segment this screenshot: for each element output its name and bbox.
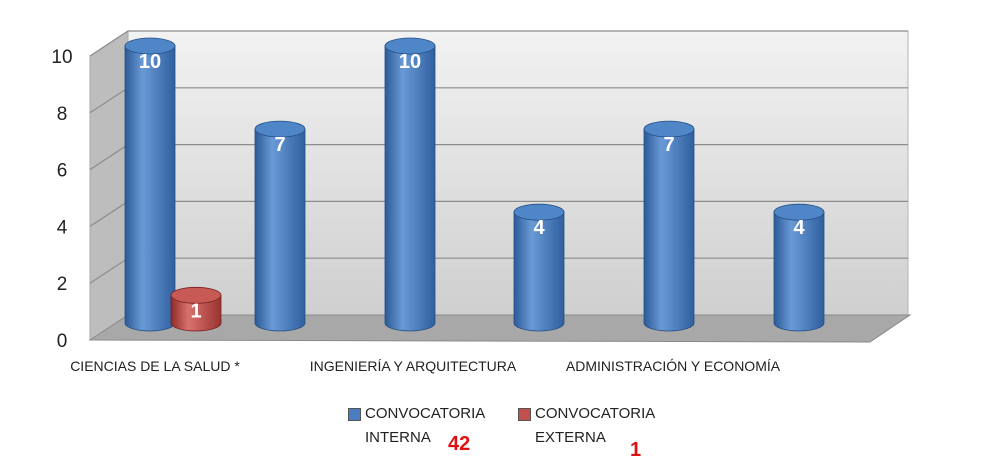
gridline — [89, 30, 908, 57]
bar-interna: 4 — [773, 203, 825, 332]
x-category-label: ADMINISTRACIÓN Y ECONOMÍA — [566, 358, 781, 374]
bar-top — [170, 286, 222, 304]
x-category-label: CIENCIAS DE LA SALUD * — [70, 358, 240, 374]
legend-label-externa-line1: CONVOCATORIA — [535, 405, 656, 422]
legend-total-externa: 1 — [630, 439, 642, 461]
bar-interna: 7 — [643, 120, 695, 332]
bar-top — [773, 203, 825, 221]
bar-top — [124, 37, 176, 55]
bar-body — [773, 211, 825, 332]
x-category-label: INGENIERÍA Y ARQUITECTURA — [310, 358, 517, 374]
data-label: 4 — [533, 217, 545, 239]
bar-body — [170, 294, 222, 332]
bar-interna: 4 — [513, 203, 565, 332]
legend-label-externa-line2: EXTERNA — [535, 429, 606, 446]
bar-interna: 10 — [384, 37, 436, 332]
bar-body — [513, 211, 565, 332]
bar-top — [643, 120, 695, 138]
bar-body — [124, 45, 176, 332]
data-label: 10 — [139, 51, 161, 73]
y-tick-label: 6 — [57, 161, 68, 182]
bar-top — [384, 37, 436, 55]
bar-top — [254, 120, 306, 138]
y-tick-label: 10 — [51, 47, 72, 68]
y-tick-label: 4 — [57, 217, 68, 238]
chart-side-wall — [89, 30, 129, 341]
legend-label-interna-line2: INTERNA — [365, 429, 431, 446]
legend-label-interna: CONVOCATORIA INTERNA — [365, 402, 525, 450]
data-label: 4 — [793, 217, 805, 239]
bar-body — [643, 128, 695, 332]
legend-swatch-interna — [348, 408, 361, 421]
bar-externa: 1 — [170, 286, 222, 332]
bar-top — [513, 203, 565, 221]
y-tick-label: 8 — [57, 104, 68, 125]
bar-body — [384, 45, 436, 332]
bar-body — [254, 128, 306, 332]
data-label: 10 — [399, 51, 421, 73]
bar-interna: 7 — [254, 120, 306, 332]
data-label: 7 — [663, 134, 674, 156]
bar-interna: 10 — [124, 37, 176, 332]
legend-label-interna-line1: CONVOCATORIA — [365, 405, 486, 422]
legend-label-externa: CONVOCATORIA EXTERNA — [535, 402, 695, 450]
legend-total-interna: 42 — [448, 433, 471, 455]
data-label: 7 — [274, 134, 285, 156]
data-label: 1 — [190, 300, 201, 322]
y-tick-label: 0 — [57, 331, 68, 352]
y-tick-label: 2 — [57, 274, 68, 295]
legend-swatch-externa — [518, 408, 531, 421]
